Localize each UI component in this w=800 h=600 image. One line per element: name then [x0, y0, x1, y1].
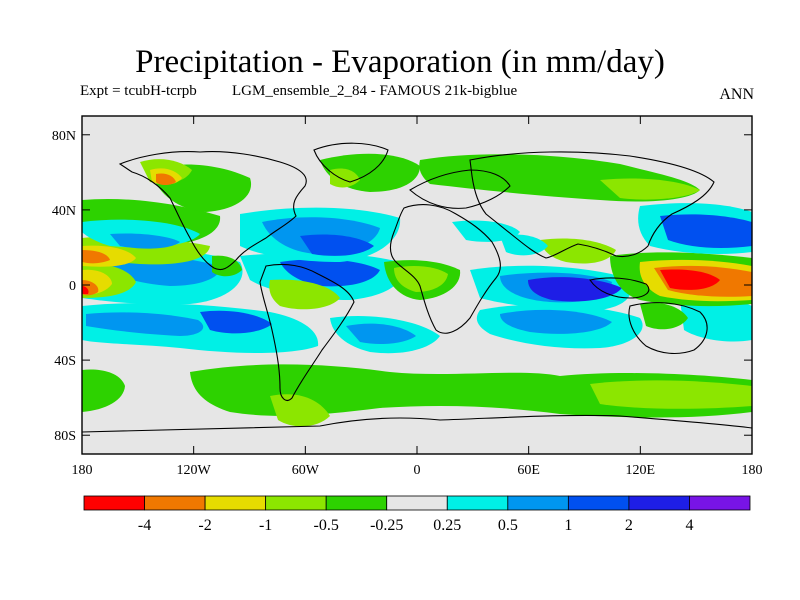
coastlines: [82, 142, 752, 433]
colorbar-swatch: [325, 495, 388, 511]
field-region-arabia-cyan: [500, 234, 548, 256]
colorbar: -4 -2 -1 -0.5 -0.25 0.25 0.5 1 2 4: [83, 495, 751, 534]
field-region-indian-ocean-blue: [500, 309, 612, 334]
run-label: LGM_ensemble_2_84 - FAMOUS 21k-bigblue: [232, 83, 518, 99]
lon-tick-label: 120E: [626, 463, 656, 478]
field-region-central-pacific-red: [82, 286, 89, 294]
experiment-label: Expt = tcubH-tcrpb: [80, 83, 197, 99]
lon-tick-label: 0: [414, 463, 421, 478]
colorbar-label: -1: [259, 517, 272, 534]
field-region-south-america-green: [269, 279, 340, 310]
field-region-south-pacific-core: [200, 310, 272, 334]
lon-tick-label: 180: [742, 463, 763, 478]
colorbar-label: -0.25: [370, 517, 403, 534]
season-label: ANN: [719, 86, 754, 103]
field-region-africa-light-green: [394, 266, 448, 292]
colorbar-label: 4: [685, 517, 693, 534]
coastline-europe-north: [409, 169, 511, 209]
lat-tick-label: 40N: [52, 204, 76, 219]
colorbar-swatch: [144, 495, 206, 511]
colorbar-swatch: [446, 495, 509, 511]
lon-tick-label: 180: [72, 463, 93, 478]
field-region-north-atlantic-deep-blue: [300, 234, 374, 256]
field-region-southwest-green: [82, 369, 125, 412]
coastline-maritime-continent: [589, 277, 650, 299]
lat-tick-label: 0: [69, 279, 76, 294]
colorbar-swatch: [689, 495, 751, 511]
field-region-south-atlantic-blue: [346, 323, 416, 344]
field-region-southwest-pacific-cyan: [680, 298, 752, 342]
lon-tick-label: 120W: [177, 463, 212, 478]
coastline-antarctica: [82, 414, 752, 433]
coastline-africa-europe: [389, 204, 501, 334]
lon-tick-label: 60E: [517, 463, 540, 478]
field-region-west-pacific-red: [660, 269, 720, 290]
field-region-tropical-atlantic-blue: [280, 259, 380, 287]
field-region-hawaii-orange: [82, 250, 110, 264]
field-region-greenland-green: [330, 168, 360, 188]
field-region-north-pacific-west-blue: [660, 214, 752, 248]
coastline-north-america: [118, 151, 307, 271]
colorbar-swatch: [507, 495, 569, 511]
colorbar-swatch: [628, 495, 690, 511]
colorbar-label: 2: [625, 517, 633, 534]
field-region-indian-monsoon-green: [540, 238, 616, 264]
longitude-axis: 180 120W 60W 0 60E 120E 180: [72, 116, 763, 478]
colorbar-swatch: [265, 495, 327, 511]
field-region-indian-ocean-deep-blue: [528, 277, 622, 302]
coastline-greenland: [313, 142, 389, 183]
latitude-axis: 80N 40N 0 40S 80S: [52, 129, 752, 444]
field-region-south-atlantic-green: [270, 394, 330, 427]
field-region-southeast-light-green: [590, 380, 752, 409]
colorbar-label: 1: [564, 517, 572, 534]
colorbar-label: 0.5: [498, 517, 518, 534]
coastline-asia: [469, 151, 715, 259]
colorbar-label: 0.25: [433, 517, 461, 534]
colorbar-label: -2: [198, 517, 211, 534]
lat-tick-label: 80S: [54, 429, 76, 444]
colorbar-swatch: [567, 495, 630, 511]
coastline-south-america: [259, 263, 355, 401]
field-region-south-pacific-blue: [86, 312, 204, 336]
lat-tick-label: 40S: [54, 354, 76, 369]
colorbar-label: -4: [138, 517, 151, 534]
colorbar-swatch: [386, 495, 448, 511]
field-region-alaska-orange: [156, 173, 176, 185]
lon-tick-label: 60W: [292, 463, 320, 478]
colorbar-swatch: [204, 495, 267, 511]
lat-tick-label: 80N: [52, 129, 76, 144]
field-region-siberia-light-green: [600, 178, 700, 200]
field-region-australia-green: [640, 302, 688, 330]
plot-title: Precipitation - Evaporation (in mm/day): [135, 44, 665, 80]
colorbar-swatch: [83, 495, 145, 511]
field-region-north-pacific-blue: [110, 233, 180, 249]
coastline-australia: [628, 302, 708, 355]
colorbar-label: -0.5: [314, 517, 339, 534]
field-contours: [82, 153, 752, 427]
